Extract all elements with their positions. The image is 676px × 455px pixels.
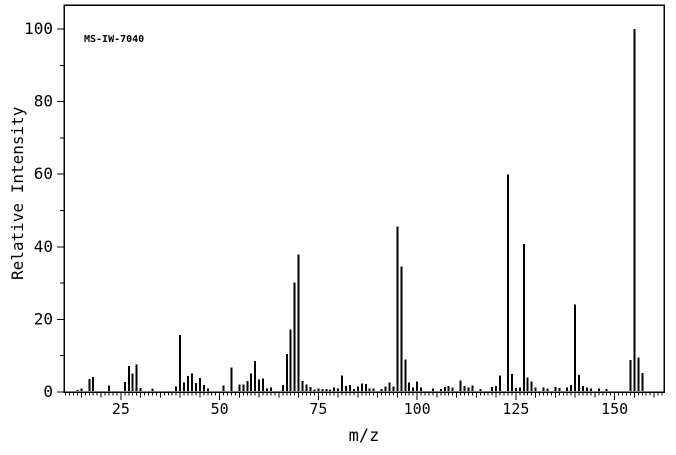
y-axis-title-wrap: Relative Intensity bbox=[8, 107, 28, 280]
y-tick-label-100: 100 bbox=[24, 19, 53, 38]
y-tick-label-60: 60 bbox=[34, 164, 53, 183]
x-axis-title: m/z bbox=[348, 426, 380, 446]
peak-bars bbox=[76, 29, 644, 391]
y-tick-label-40: 40 bbox=[34, 237, 53, 256]
y-tick-label-20: 20 bbox=[34, 309, 53, 328]
x-tick-label-50: 50 bbox=[211, 400, 229, 418]
y-tick-label-0: 0 bbox=[43, 382, 53, 401]
plot-border bbox=[63, 4, 665, 393]
spectrum-id-annotation: MS-IW-7040 bbox=[84, 34, 145, 45]
y-axis-tick-labels: 0 20 40 60 80 100 bbox=[24, 19, 53, 401]
x-tick-label-100: 100 bbox=[404, 400, 431, 418]
x-axis-ticks bbox=[65, 392, 663, 400]
y-axis-title: Relative Intensity bbox=[8, 106, 27, 280]
x-tick-label-150: 150 bbox=[601, 400, 628, 418]
x-axis-tick-labels: 25 50 75 100 125 150 bbox=[112, 400, 628, 418]
y-axis-ticks bbox=[57, 28, 64, 393]
x-tick-label-75: 75 bbox=[309, 400, 327, 418]
x-tick-label-25: 25 bbox=[112, 400, 130, 418]
y-tick-label-80: 80 bbox=[34, 92, 53, 111]
x-tick-label-125: 125 bbox=[502, 400, 529, 418]
